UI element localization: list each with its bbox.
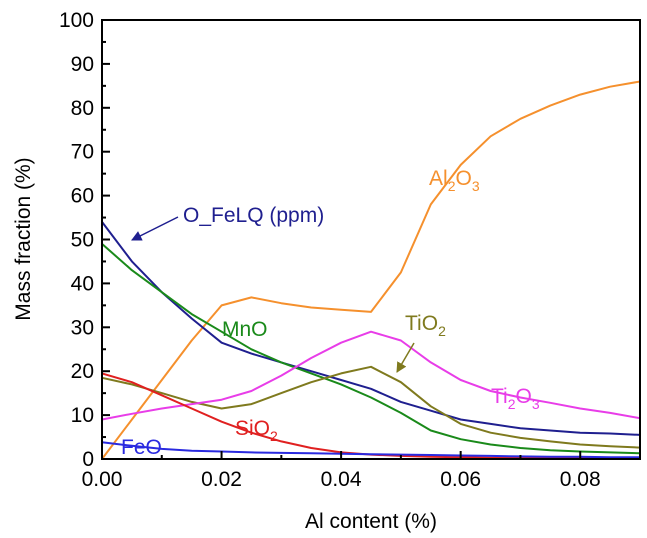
series-layer [101,80,641,460]
label-al2o3: Al2O3 [429,167,480,194]
y-tick-label: 70 [71,141,94,164]
x-tick-label: 0.08 [560,468,601,491]
label-o-felq: O_FeLQ (ppm) [183,204,324,227]
ticks-layer: 0.00 0.02 0.04 0.06 0.08 0 10 20 30 40 50 60 70 80 90 1… [59,9,641,491]
x-axis-title: Al content (%) [305,510,437,533]
tio2-annotation-arrow [396,342,415,373]
y-tick-label: 90 [71,53,94,76]
series-line-feo [101,441,640,459]
x-tick-label: 0.00 [82,468,123,491]
o-felq-annotation-arrow [131,216,179,241]
plot-frame [101,19,641,460]
x-tick-label: 0.04 [321,468,362,491]
y-tick-label: 30 [71,316,94,339]
label-tio2: TiO2 [405,312,446,339]
y-tick-label: 60 [71,185,94,208]
y-tick-label: 0 [82,448,94,471]
series-line-tio2 [101,365,641,449]
y-tick-label: 10 [71,404,94,427]
label-sio2: SiO2 [235,417,278,444]
series-line-ti2o3 [101,330,641,421]
x-tick-label: 0.06 [440,468,481,491]
label-feo: FeO [121,436,162,459]
y-tick-label: 80 [71,97,94,120]
series-line-sio2 [101,372,640,460]
y-tick-label: 50 [71,229,94,252]
series-line-o-felq-ppm [101,221,641,436]
series-line-mno [101,243,641,455]
label-mno: MnO [222,318,268,341]
y-axis-title: Mass fraction (%) [12,157,35,320]
y-tick-label: 40 [71,272,94,295]
y-tick-label: 20 [71,360,94,383]
y-tick-label: 100 [59,9,94,32]
label-ti2o3: Ti2O3 [491,385,540,412]
series-line-al2o3 [101,80,641,460]
x-tick-label: 0.02 [201,468,242,491]
